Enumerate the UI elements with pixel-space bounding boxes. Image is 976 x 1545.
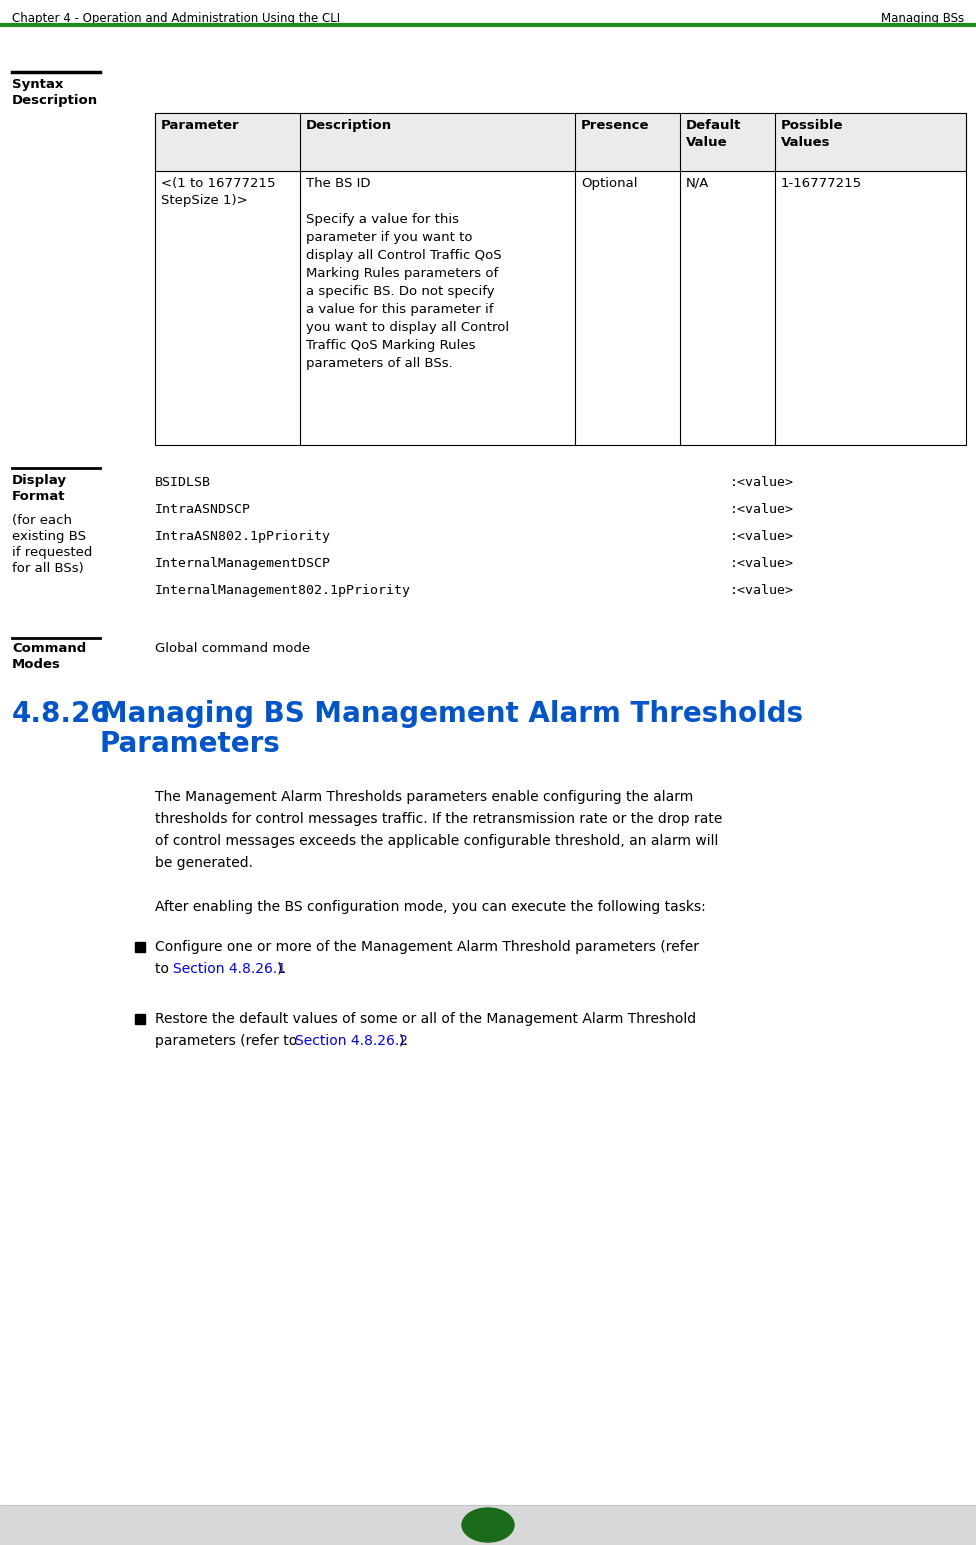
Text: IntraASN802.1pPriority: IntraASN802.1pPriority bbox=[155, 530, 331, 542]
Text: The Management Alarm Thresholds parameters enable configuring the alarm: The Management Alarm Thresholds paramete… bbox=[155, 789, 693, 803]
Text: After enabling the BS configuration mode, you can execute the following tasks:: After enabling the BS configuration mode… bbox=[155, 901, 706, 915]
Text: if requested: if requested bbox=[12, 545, 93, 559]
Text: parameters (refer to: parameters (refer to bbox=[155, 1034, 302, 1048]
Text: Description: Description bbox=[12, 94, 99, 107]
Text: IntraASNDSCP: IntraASNDSCP bbox=[155, 504, 251, 516]
Text: :<value>: :<value> bbox=[730, 558, 794, 570]
Text: Managing BSs: Managing BSs bbox=[881, 12, 964, 25]
Text: Configure one or more of the Management Alarm Threshold parameters (refer: Configure one or more of the Management … bbox=[155, 939, 699, 953]
Text: for all BSs): for all BSs) bbox=[12, 562, 84, 575]
Text: The BS ID

Specify a value for this
parameter if you want to
display all Control: The BS ID Specify a value for this param… bbox=[306, 178, 509, 369]
Text: Format: Format bbox=[12, 490, 65, 504]
Text: Display: Display bbox=[12, 474, 67, 487]
Ellipse shape bbox=[462, 1508, 514, 1542]
Text: :<value>: :<value> bbox=[730, 584, 794, 596]
Text: BSIDLSB: BSIDLSB bbox=[155, 476, 211, 490]
Text: 721: 721 bbox=[474, 1519, 502, 1531]
Text: Global command mode: Global command mode bbox=[155, 643, 310, 655]
Text: ).: ). bbox=[277, 963, 287, 976]
Text: Command: Command bbox=[12, 643, 86, 655]
Bar bbox=[155, 113, 966, 445]
Text: :<value>: :<value> bbox=[730, 476, 794, 490]
Text: Managing BS Management Alarm Thresholds: Managing BS Management Alarm Thresholds bbox=[100, 700, 803, 728]
Text: <(1 to 16777215
StepSize 1)>: <(1 to 16777215 StepSize 1)> bbox=[161, 178, 275, 207]
Text: Description: Description bbox=[306, 119, 392, 131]
Text: System Manual: System Manual bbox=[862, 1519, 964, 1531]
Text: Presence: Presence bbox=[581, 119, 649, 131]
Bar bbox=[135, 1014, 145, 1024]
Text: InternalManagementDSCP: InternalManagementDSCP bbox=[155, 558, 331, 570]
Bar bbox=[155, 113, 966, 171]
Text: existing BS: existing BS bbox=[12, 530, 86, 542]
Text: N/A: N/A bbox=[686, 178, 710, 190]
Bar bbox=[135, 942, 145, 952]
Text: (for each: (for each bbox=[12, 514, 72, 527]
Text: :<value>: :<value> bbox=[730, 504, 794, 516]
Text: ).: ). bbox=[399, 1034, 409, 1048]
Text: Chapter 4 - Operation and Administration Using the CLI: Chapter 4 - Operation and Administration… bbox=[12, 12, 340, 25]
Text: Section 4.8.26.1: Section 4.8.26.1 bbox=[173, 963, 286, 976]
Text: Parameter: Parameter bbox=[161, 119, 240, 131]
Text: Parameters: Parameters bbox=[100, 729, 281, 759]
Text: :<value>: :<value> bbox=[730, 530, 794, 542]
Text: 1-16777215: 1-16777215 bbox=[781, 178, 862, 190]
Text: to: to bbox=[155, 963, 174, 976]
Text: Restore the default values of some or all of the Management Alarm Threshold: Restore the default values of some or al… bbox=[155, 1012, 696, 1026]
Text: thresholds for control messages traffic. If the retransmission rate or the drop : thresholds for control messages traffic.… bbox=[155, 813, 722, 827]
Text: Modes: Modes bbox=[12, 658, 61, 671]
Bar bbox=[0, 1505, 976, 1545]
Text: Default
Value: Default Value bbox=[686, 119, 742, 148]
Text: 4Motion: 4Motion bbox=[12, 1519, 65, 1531]
Text: of control messages exceeds the applicable configurable threshold, an alarm will: of control messages exceeds the applicab… bbox=[155, 834, 718, 848]
Text: Optional: Optional bbox=[581, 178, 637, 190]
Text: Section 4.8.26.2: Section 4.8.26.2 bbox=[295, 1034, 408, 1048]
Text: Syntax: Syntax bbox=[12, 77, 63, 91]
Text: be generated.: be generated. bbox=[155, 856, 253, 870]
Text: Possible
Values: Possible Values bbox=[781, 119, 843, 148]
Text: 4.8.26: 4.8.26 bbox=[12, 700, 110, 728]
Text: InternalManagement802.1pPriority: InternalManagement802.1pPriority bbox=[155, 584, 411, 596]
